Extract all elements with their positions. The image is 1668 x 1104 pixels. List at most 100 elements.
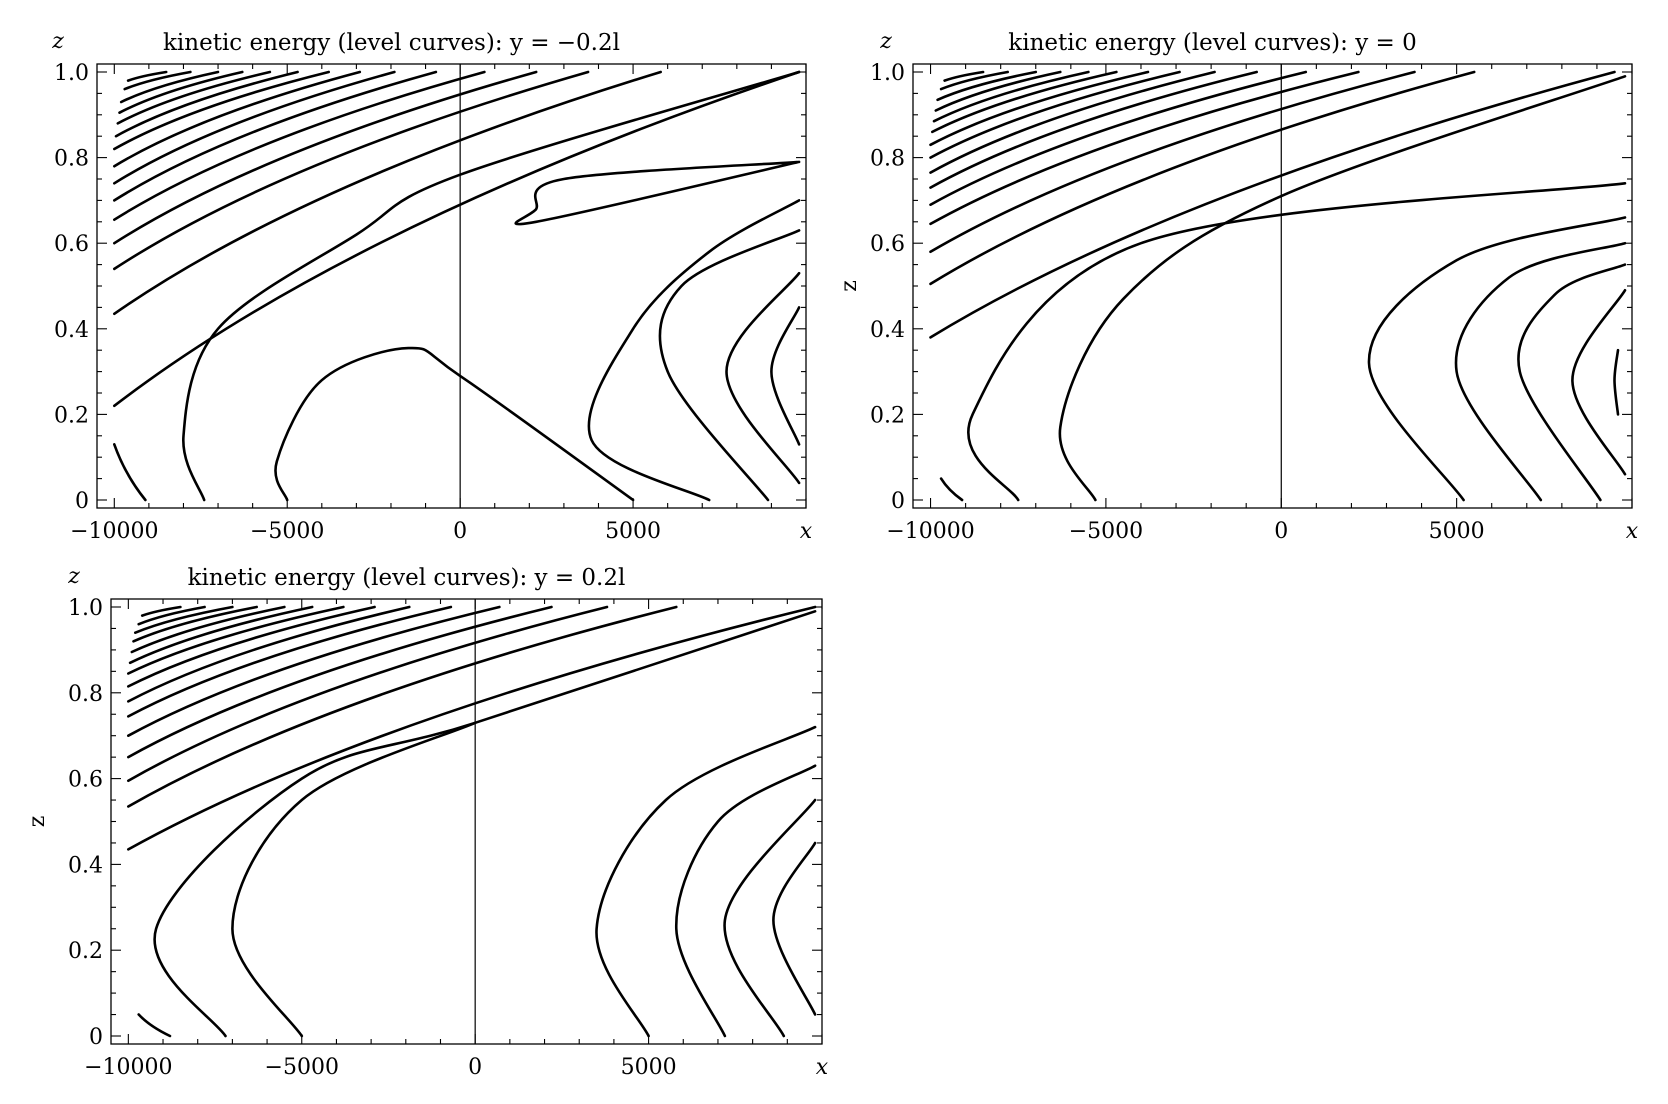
- level-curve: [113, 443, 147, 502]
- y-axis-label: z: [879, 29, 892, 54]
- y-tick-label: 0.8: [54, 147, 89, 172]
- x-axis-label: x: [800, 519, 813, 544]
- y-tick-label: 0.8: [870, 147, 905, 172]
- chart-title: kinetic energy (level curves): y = 0: [1008, 30, 1416, 56]
- chart-panel-1: −10000 −5000 0 5000 0 0.2 0.4 0.6 0.8 1.0 x z kineti…: [51, 29, 813, 544]
- level-curve: [929, 70, 1150, 147]
- level-curve: [113, 70, 330, 151]
- x-axis-label: x: [816, 1055, 829, 1080]
- y-tick-label: 0.2: [870, 403, 905, 428]
- level-curve: [1367, 216, 1627, 502]
- y-tick-label: 0.2: [68, 939, 103, 964]
- level-curve: [936, 70, 1038, 102]
- level-curve: [137, 1013, 172, 1038]
- x-tick-label: 0: [453, 519, 467, 544]
- level-curve: [113, 70, 362, 168]
- level-curve: [595, 725, 817, 1038]
- x-tick-label: 5000: [605, 519, 661, 544]
- chart-panel-3: −10000 −5000 0 5000 0 0.2 0.4 0.6 0.8 1.0 x z z kinet…: [25, 564, 829, 1080]
- level-curve: [137, 605, 206, 626]
- y-tick-label: 1.0: [68, 596, 103, 621]
- level-curve: [118, 70, 244, 114]
- y-tick-label: 0: [891, 489, 905, 514]
- level-curve: [1517, 263, 1627, 502]
- level-curve: [114, 70, 299, 138]
- chart-title: kinetic energy (level curves): y = 0.2l: [188, 565, 626, 591]
- level-curve: [127, 605, 609, 782]
- y-tick-label: 0.4: [68, 853, 103, 878]
- x-tick-label: −10000: [886, 519, 974, 544]
- level-curve: [113, 70, 590, 271]
- side-axis-label: z: [837, 280, 862, 292]
- x-tick-label: 5000: [1429, 519, 1485, 544]
- x-tick-label: 0: [1274, 519, 1288, 544]
- level-curve: [140, 605, 182, 617]
- level-curve: [132, 605, 258, 643]
- x-tick-label: −10000: [70, 519, 158, 544]
- level-curve: [274, 346, 635, 502]
- y-tick-label: 0.4: [54, 318, 89, 343]
- level-curve: [770, 306, 801, 446]
- level-curve: [126, 70, 168, 82]
- level-curve: [119, 70, 220, 104]
- level-curve: [1454, 241, 1627, 502]
- level-curve: [943, 70, 985, 82]
- x-tick-label: −10000: [84, 1055, 172, 1080]
- level-curve: [113, 70, 396, 185]
- plot-frame: [96, 63, 807, 509]
- level-curve: [130, 605, 286, 654]
- level-curve: [939, 70, 1009, 91]
- level-curve: [127, 605, 553, 759]
- level-curve: [116, 70, 272, 125]
- x-tick-label: 5000: [621, 1055, 677, 1080]
- y-tick-label: 0: [89, 1025, 103, 1050]
- level-curve: [725, 271, 801, 485]
- level-curve: [934, 70, 1062, 112]
- x-tick-label: −5000: [250, 519, 324, 544]
- level-curve: [113, 70, 486, 221]
- x-tick-label: 0: [468, 1055, 482, 1080]
- level-curve: [514, 160, 801, 226]
- level-curve: [929, 70, 1181, 159]
- y-tick-label: 0.6: [54, 232, 89, 257]
- y-tick-label: 1.0: [54, 61, 89, 86]
- level-curve: [929, 70, 1216, 174]
- x-axis-label: x: [1626, 519, 1639, 544]
- y-tick-label: 0.6: [870, 232, 905, 257]
- level-curve: [723, 798, 817, 1038]
- level-curve: [113, 70, 538, 245]
- level-curve: [931, 70, 1118, 134]
- chart-title: kinetic energy (level curves): y = −0.2l: [163, 30, 620, 56]
- level-curve: [127, 605, 453, 718]
- level-curve: [127, 605, 678, 808]
- level-curve: [929, 70, 1258, 189]
- level-curve: [113, 70, 662, 316]
- level-curve: [939, 477, 964, 502]
- side-axis-label: z: [25, 816, 50, 828]
- chart-panel-2: −10000 −5000 0 5000 0 0.2 0.4 0.6 0.8 1.0 x z z kinet…: [837, 29, 1639, 544]
- y-tick-label: 0: [75, 489, 89, 514]
- level-curve: [587, 199, 801, 502]
- level-curve: [929, 70, 1476, 286]
- level-curve: [967, 182, 1627, 502]
- level-curve: [123, 70, 192, 91]
- level-curve: [153, 610, 817, 1038]
- level-curve: [128, 605, 314, 665]
- level-curve: [127, 605, 817, 851]
- y-tick-label: 0.4: [870, 318, 905, 343]
- y-tick-label: 1.0: [870, 61, 905, 86]
- y-tick-label: 0.2: [54, 403, 89, 428]
- y-tick-label: 0.8: [68, 682, 103, 707]
- x-tick-label: −5000: [1069, 519, 1143, 544]
- level-curve: [1613, 348, 1620, 416]
- level-curve: [929, 70, 1308, 206]
- level-curve: [1571, 289, 1627, 476]
- level-curve: [113, 70, 438, 202]
- level-curve: [1058, 75, 1627, 502]
- level-curve: [929, 70, 1616, 339]
- y-axis-label: z: [67, 564, 80, 589]
- x-tick-label: −5000: [265, 1055, 339, 1080]
- y-axis-label: z: [51, 29, 64, 54]
- level-curve: [929, 70, 1416, 254]
